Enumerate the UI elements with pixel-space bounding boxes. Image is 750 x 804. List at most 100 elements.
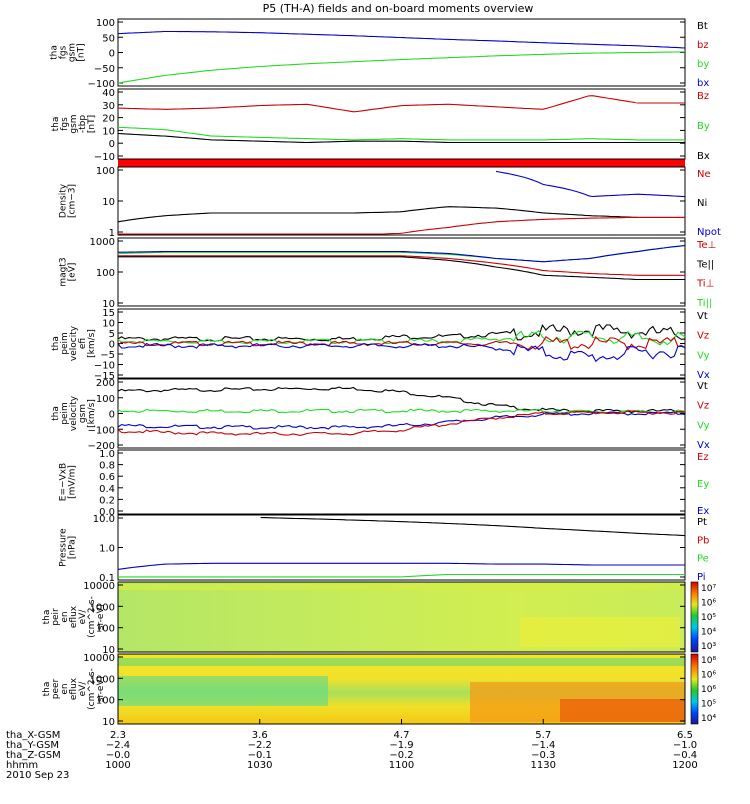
panel-frame: [117, 581, 686, 653]
legend-entry-vx: Vx: [697, 440, 710, 451]
x-axis-value-hhmm: 1130: [531, 760, 556, 771]
x-axis-value-x: 6.5: [677, 730, 693, 741]
x-axis-row-label: tha_X-GSM: [6, 730, 60, 741]
colorbar: [690, 653, 699, 725]
series-line-ti: [117, 244, 686, 263]
y-axis-label-line: en: [60, 611, 70, 622]
y-axis-label-line: [mV/m]: [68, 465, 78, 499]
panel-temperature: 1000 100 10 magt3 [eV] Te⊥ Te|| Ti⊥ Ti||: [59, 237, 717, 310]
panel-pressure: 10.0 1.0 0.1 Pressure [nPa] Pt Pb Pe Pi: [59, 514, 710, 584]
y-axis-label: tha peer en eflux eV/(cm^2-s-sr-eV): [42, 668, 106, 710]
colorbar-tick-label: 10⁴: [701, 628, 716, 638]
y-axis-label-line: sr-eV): [96, 604, 106, 630]
colorbar: [690, 581, 699, 653]
legend-entry-ni: Ni: [697, 198, 707, 209]
y-axis-label: magt3 [eV]: [59, 257, 78, 286]
series-line-vt: [117, 386, 686, 414]
x-axis-value-hhmm: 1200: [672, 760, 697, 771]
series-line-bz: [117, 95, 685, 113]
x-axis-value-y: −2.4: [106, 740, 130, 751]
y-tick-label: 20: [102, 114, 115, 125]
y-axis-label-line: tha: [51, 406, 61, 421]
y-axis-label: Density [cm−3]: [59, 183, 78, 218]
y-tick-label: 1000: [90, 237, 115, 248]
legend-entry-te: Te⊥: [696, 240, 716, 251]
y-axis-label: tha fgs gsm -tbp [nT]: [51, 114, 97, 133]
legend-entry-ne: Ne: [697, 169, 711, 180]
legend-entry-ti: Ti||: [696, 298, 712, 309]
y-axis-label-line: fgs: [60, 117, 70, 131]
y-tick-label: −10: [94, 361, 115, 372]
y-axis-label-line: gsm: [68, 43, 78, 62]
spectrogram-top-band: [118, 584, 685, 590]
series-line-by: [117, 51, 685, 84]
y-axis-label-line: eflux: [69, 677, 79, 700]
series-line-bx: [117, 30, 686, 49]
y-tick-label: 0: [109, 410, 115, 421]
panel-vxb: 1.00.80.60.40.20.0 E=−VxB [mV/m] Ez Ey Ex: [59, 449, 710, 518]
y-axis-label: E=−VxB [mV/m]: [59, 463, 78, 501]
legend-entry-pt: Pt: [697, 517, 707, 528]
y-tick-label: 100: [96, 624, 115, 635]
legend-entry-vz: Vz: [697, 401, 709, 412]
y-tick-label: 100: [96, 18, 115, 29]
eclipse-flag-bar: [118, 159, 685, 167]
legend-entry-pe: Pe: [697, 554, 709, 565]
y-tick-label: 100: [96, 696, 115, 707]
legend-entry-vt: Vt: [697, 381, 708, 392]
x-axis-value-x: 5.7: [535, 730, 551, 741]
y-axis-label-line: eV/: [78, 609, 88, 625]
y-tick-label: 40: [102, 88, 115, 99]
y-axis-label-line: efi: [78, 338, 88, 349]
legend-entry-pi: Pi: [697, 572, 706, 583]
series-line-vz: [117, 335, 686, 351]
x-axis-value-hhmm: 1100: [389, 760, 414, 771]
x-axis-value-z: −0.3: [531, 750, 555, 761]
series-line-vz: [117, 410, 686, 436]
figure-title: P5 (TH-A) fields and on-board moments ov…: [263, 2, 534, 15]
y-tick-label: 10: [102, 197, 115, 208]
y-tick-label: −10: [94, 152, 115, 163]
y-tick-label: 10: [102, 126, 115, 137]
y-tick-label: 1.0: [99, 544, 115, 555]
series-line-vy: [117, 408, 686, 414]
y-axis-label-line: [nT]: [77, 43, 87, 61]
series-line-ti: [117, 244, 686, 263]
y-tick-label: 0.2: [99, 495, 115, 506]
x-axis-value-x: 2.3: [110, 730, 126, 741]
y-axis-label-line: gsm: [69, 114, 79, 133]
series-line-pe: [118, 573, 685, 578]
y-tick-label: 30: [102, 101, 115, 112]
y-tick-label: 10.0: [93, 514, 115, 525]
y-axis-label-line: (cm^2-s-: [87, 596, 97, 638]
y-axis-label-line: Density: [59, 183, 69, 218]
y-axis-label: tha fgs gsm [nT]: [50, 43, 87, 62]
x-axis-value-z: −0.2: [389, 750, 413, 761]
colorbar-tick-label: 10⁴: [701, 714, 716, 724]
legend-entry-vy: Vy: [697, 420, 710, 431]
series-line-ne: [118, 216, 685, 235]
colorbar-tick-label: 10⁶: [701, 685, 716, 695]
x-axis-value-y: −2.2: [248, 740, 272, 751]
y-axis-label-line: gsm: [78, 404, 88, 423]
y-tick-label: 0: [109, 139, 115, 150]
legend-entry-ey: Ey: [697, 479, 709, 490]
legend-entry-bz: Bz: [697, 91, 709, 102]
series-line-te: [118, 256, 685, 281]
legend-entry-vt: Vt: [697, 311, 708, 322]
y-tick-label: 5: [109, 329, 115, 340]
y-axis-label-line: [cm−3]: [68, 184, 78, 218]
y-axis-label-line: [km/s]: [87, 329, 97, 358]
y-tick-label: 10000: [83, 653, 115, 664]
x-axis-value-x: 4.7: [394, 730, 410, 741]
x-axis-row-label: 2010 Sep 23: [6, 770, 69, 781]
legend-entry-ez: Ez: [697, 452, 709, 463]
panel-density: 100 10 1 Density [cm−3] Ne Ni Npot: [59, 166, 721, 239]
panel-fgs-gsm: 100 50 0 −50 −100 tha fgs gsm [nT] Bt bz by bx: [50, 18, 710, 90]
y-tick-label: 50: [102, 33, 115, 44]
y-tick-label: 0: [109, 49, 115, 60]
y-tick-label: −15: [94, 371, 115, 382]
